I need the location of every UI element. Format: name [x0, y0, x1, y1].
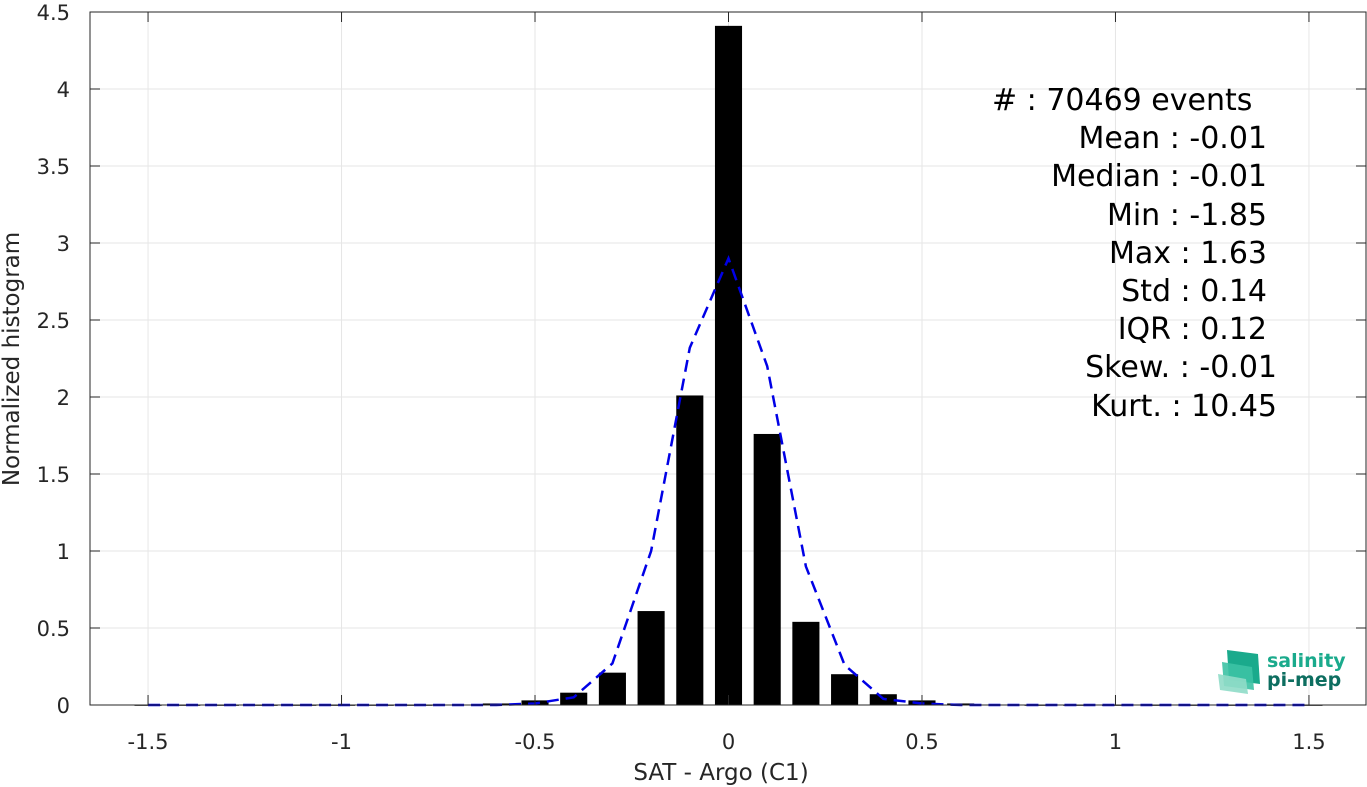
histogram-bar	[714, 25, 743, 706]
x-tick-label: -0.5	[515, 730, 556, 754]
histogram-bar	[560, 692, 588, 705]
stat-kurt: Kurt. : 10.45	[1091, 389, 1277, 424]
y-tick-label: 0	[57, 694, 70, 718]
y-tick-label: 1	[57, 540, 70, 564]
x-tick-labels: -1.5 -1 -0.5 0 0.5 1 1.5	[128, 730, 1326, 754]
y-tick-label: 2	[57, 386, 70, 410]
x-tick-label: 0	[722, 730, 735, 754]
histogram-bar	[753, 433, 781, 705]
logo-text-salinity: salinity	[1267, 650, 1346, 672]
stat-max: Max : 1.63	[1109, 236, 1267, 271]
stats-annotation: # : 70469 events Mean : -0.01 Median : -…	[992, 83, 1277, 424]
histogram-bar	[598, 672, 626, 705]
stat-min: Min : -1.85	[1107, 198, 1267, 233]
histogram-bar	[676, 395, 704, 705]
stat-mean: Mean : -0.01	[1078, 121, 1267, 156]
y-tick-label: 4	[57, 78, 70, 102]
histogram-bar	[831, 674, 859, 705]
x-axis-label: SAT - Argo (C1)	[633, 760, 808, 786]
x-tick-label: 1.5	[1292, 730, 1325, 754]
stat-iqr: IQR : 0.12	[1118, 312, 1267, 347]
y-tick-label: 1.5	[37, 463, 70, 487]
x-tick-label: -1	[331, 730, 352, 754]
logo-wave-icon	[1218, 650, 1260, 694]
histogram-bar	[637, 611, 665, 705]
salinity-pi-mep-logo: salinity pi-mep	[1218, 650, 1346, 694]
y-tick-label: 4.5	[37, 1, 70, 25]
axis-ticks	[90, 11, 1366, 706]
y-tick-labels: 0 0.5 1 1.5 2 2.5 3 3.5 4 4.5	[37, 1, 70, 718]
stat-events: # : 70469 events	[992, 83, 1252, 118]
histogram-bar	[792, 621, 820, 705]
y-tick-label: 0.5	[37, 617, 70, 641]
stat-median: Median : -0.01	[1051, 159, 1267, 194]
histogram-bars	[134, 25, 1323, 706]
stat-std: Std : 0.14	[1121, 274, 1267, 309]
x-tick-label: 1	[1109, 730, 1122, 754]
y-tick-label: 3.5	[37, 155, 70, 179]
y-tick-label: 3	[57, 232, 70, 256]
stat-skew: Skew. : -0.01	[1085, 350, 1277, 385]
x-tick-label: 0.5	[905, 730, 938, 754]
logo-text-pi-mep: pi-mep	[1267, 669, 1341, 691]
x-tick-label: -1.5	[128, 730, 169, 754]
y-axis-label: Normalized histogram	[0, 232, 25, 486]
y-tick-label: 2.5	[37, 309, 70, 333]
